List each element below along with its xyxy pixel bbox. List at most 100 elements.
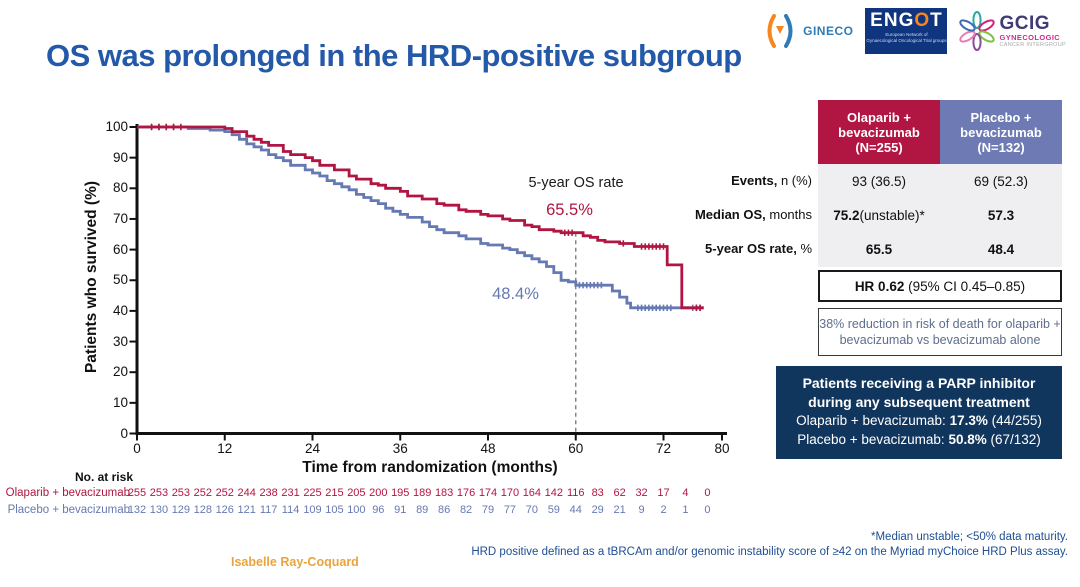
olaparib-rate-annotation: 65.5%: [546, 201, 593, 219]
summary-table-body: 93 (36.5) 69 (52.3) 75.2 (unstable)* 57.…: [818, 164, 1062, 267]
risk-count: 176: [456, 487, 476, 499]
footnote-hrd-definition: HRD positive defined as a tBRCAm and/or …: [471, 546, 1068, 558]
summary-col-placebo: Placebo + bevacizumab (N=132): [940, 100, 1062, 164]
x-tick-label: 80: [714, 441, 730, 456]
risk-count: 62: [613, 487, 626, 499]
x-tick-label: 36: [392, 441, 408, 456]
risk-count: 255: [127, 487, 147, 499]
parp-row-olaparib: Olaparib + bevacizumab: 17.3% (44/255): [796, 413, 1042, 428]
summary-table-header: Olaparib + bevacizumab (N=255) Placebo +…: [818, 100, 1062, 164]
risk-count: 164: [522, 487, 542, 499]
risk-count: 128: [193, 504, 212, 516]
table-row: 93 (36.5) 69 (52.3): [818, 164, 1062, 198]
risk-count: 89: [416, 504, 429, 516]
risk-count: 29: [591, 504, 604, 516]
summary-col-olaparib: Olaparib + bevacizumab (N=255): [818, 100, 940, 164]
x-tick-label: 72: [655, 441, 672, 456]
risk-reduction-box: 38% reduction in risk of death for olapa…: [818, 308, 1062, 356]
table-row: 65.5 48.4: [818, 233, 1062, 267]
risk-count: 109: [303, 504, 322, 516]
risk-count: 32: [635, 487, 648, 499]
risk-count: 142: [544, 487, 563, 499]
risk-row-label-placebo: Placebo + bevacizumab: [7, 504, 130, 516]
y-tick-label: 40: [112, 302, 128, 318]
risk-table-heading: No. at risk: [74, 470, 133, 484]
risk-count: 130: [149, 504, 169, 516]
risk-count: 225: [303, 487, 322, 499]
risk-count: 189: [413, 487, 432, 499]
engot-logo: ENGOT European Network of Gynaecological…: [865, 8, 948, 54]
risk-count: 121: [237, 504, 256, 516]
y-tick-label: 0: [120, 425, 128, 441]
risk-count: 200: [369, 487, 388, 499]
events-placebo: 69 (52.3): [973, 173, 1029, 189]
risk-count: 21: [613, 504, 626, 516]
gcig-subtext-2: CANCER INTERGROUP: [999, 42, 1066, 48]
y-tick-label: 10: [112, 394, 128, 410]
risk-count: 253: [149, 487, 169, 499]
footnote-median-unstable: *Median unstable; <50% data maturity.: [871, 531, 1068, 543]
gineco-label: GINECO: [803, 24, 854, 38]
placebo-rate-annotation: 48.4%: [492, 285, 539, 303]
x-tick-label: 12: [217, 441, 233, 456]
gcig-icon: [959, 11, 996, 51]
five-year-os-annotation: 5-year OS rate: [528, 175, 624, 191]
risk-count: 0: [704, 504, 711, 516]
risk-count: 252: [193, 487, 212, 499]
median-os-olaparib: 75.2 (unstable)*: [833, 207, 925, 223]
risk-count: 117: [259, 504, 278, 516]
risk-count: 86: [438, 504, 451, 516]
presenter-name: Isabelle Ray-Coquard: [231, 555, 359, 569]
x-tick-label: 24: [304, 441, 321, 456]
risk-count: 116: [566, 487, 585, 499]
risk-count: 70: [525, 504, 538, 516]
gcig-logo: GCIG GYNECOLOGIC CANCER INTERGROUP: [959, 11, 1066, 51]
x-axis-label: Time from randomization (months): [302, 459, 558, 476]
5yr-os-olaparib: 65.5: [865, 242, 893, 258]
gcig-text: GCIG GYNECOLOGIC CANCER INTERGROUP: [999, 14, 1066, 48]
risk-count: 126: [215, 504, 234, 516]
parp-box-title: Patients receiving a PARP inhibitor duri…: [802, 375, 1036, 410]
y-tick-label: 80: [112, 180, 128, 196]
logo-row: GINECO ENGOT European Network of Gynaeco…: [761, 8, 1066, 54]
risk-count: 253: [171, 487, 191, 499]
x-tick-label: 48: [480, 441, 496, 456]
risk-count: 170: [500, 487, 520, 499]
risk-count: 244: [237, 487, 256, 499]
engot-label: ENGOT: [870, 10, 943, 31]
y-tick-label: 20: [112, 364, 128, 380]
risk-count: 231: [281, 487, 300, 499]
x-tick-label: 60: [568, 441, 584, 456]
risk-count: 174: [478, 487, 498, 499]
5yr-os-placebo: 48.4: [987, 242, 1015, 258]
risk-row-label-olaparib: Olaparib + bevacizumab: [5, 487, 130, 499]
x-tick-label: 0: [133, 441, 141, 456]
risk-count: 9: [638, 504, 645, 516]
risk-count: 114: [281, 504, 300, 516]
risk-count: 195: [391, 487, 410, 499]
gcig-subtext-1: GYNECOLOGIC: [999, 33, 1061, 42]
median-os-placebo: 57.3: [987, 207, 1015, 223]
risk-count: 96: [372, 504, 385, 516]
parp-inhibitor-box: Patients receiving a PARP inhibitor duri…: [776, 366, 1062, 459]
page-title: OS was prolonged in the HRD-positive sub…: [46, 38, 742, 73]
gineco-logo: GINECO: [761, 13, 853, 49]
risk-count: 100: [347, 504, 366, 516]
events-olaparib: 93 (36.5): [851, 173, 907, 189]
risk-count: 83: [591, 487, 604, 499]
y-tick-label: 70: [112, 210, 128, 226]
risk-count: 77: [503, 504, 517, 516]
risk-count: 59: [547, 504, 560, 516]
y-tick-label: 100: [105, 119, 128, 134]
risk-count: 2: [660, 504, 667, 516]
gcig-label: GCIG: [999, 13, 1051, 34]
y-tick-label: 60: [112, 241, 128, 257]
risk-count: 105: [325, 504, 344, 516]
risk-count: 1: [682, 504, 689, 516]
risk-count: 205: [347, 487, 366, 499]
risk-count: 82: [459, 504, 473, 516]
risk-count: 183: [434, 487, 454, 499]
gineco-icon: [767, 14, 793, 48]
risk-count: 91: [394, 504, 407, 516]
